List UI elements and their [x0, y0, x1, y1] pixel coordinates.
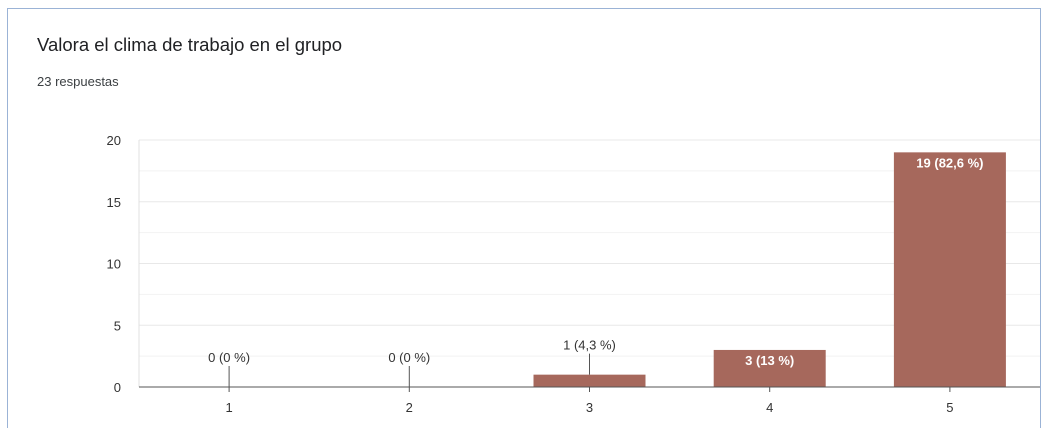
data-label: 1 (4,3 %) [563, 338, 616, 353]
bar [533, 374, 646, 387]
y-tick-label: 10 [107, 257, 121, 272]
data-label: 3 (13 %) [745, 353, 794, 368]
x-tick-label: 2 [406, 400, 413, 415]
data-label: 0 (0 %) [388, 350, 430, 365]
y-tick-label: 0 [114, 380, 121, 395]
bar [713, 349, 826, 387]
question-card [7, 8, 1041, 428]
bar [893, 152, 1006, 387]
y-tick-label: 15 [107, 195, 121, 210]
data-label: 19 (82,6 %) [916, 155, 983, 170]
response-count: 23 respuestas [37, 74, 119, 89]
question-title: Valora el clima de trabajo en el grupo [37, 34, 343, 55]
x-tick-label: 5 [946, 400, 953, 415]
x-tick-label: 1 [225, 400, 232, 415]
data-label: 0 (0 %) [208, 350, 250, 365]
x-tick-label: 4 [766, 400, 773, 415]
y-tick-label: 5 [114, 318, 121, 333]
y-tick-label: 20 [107, 133, 121, 148]
x-tick-label: 3 [586, 400, 593, 415]
